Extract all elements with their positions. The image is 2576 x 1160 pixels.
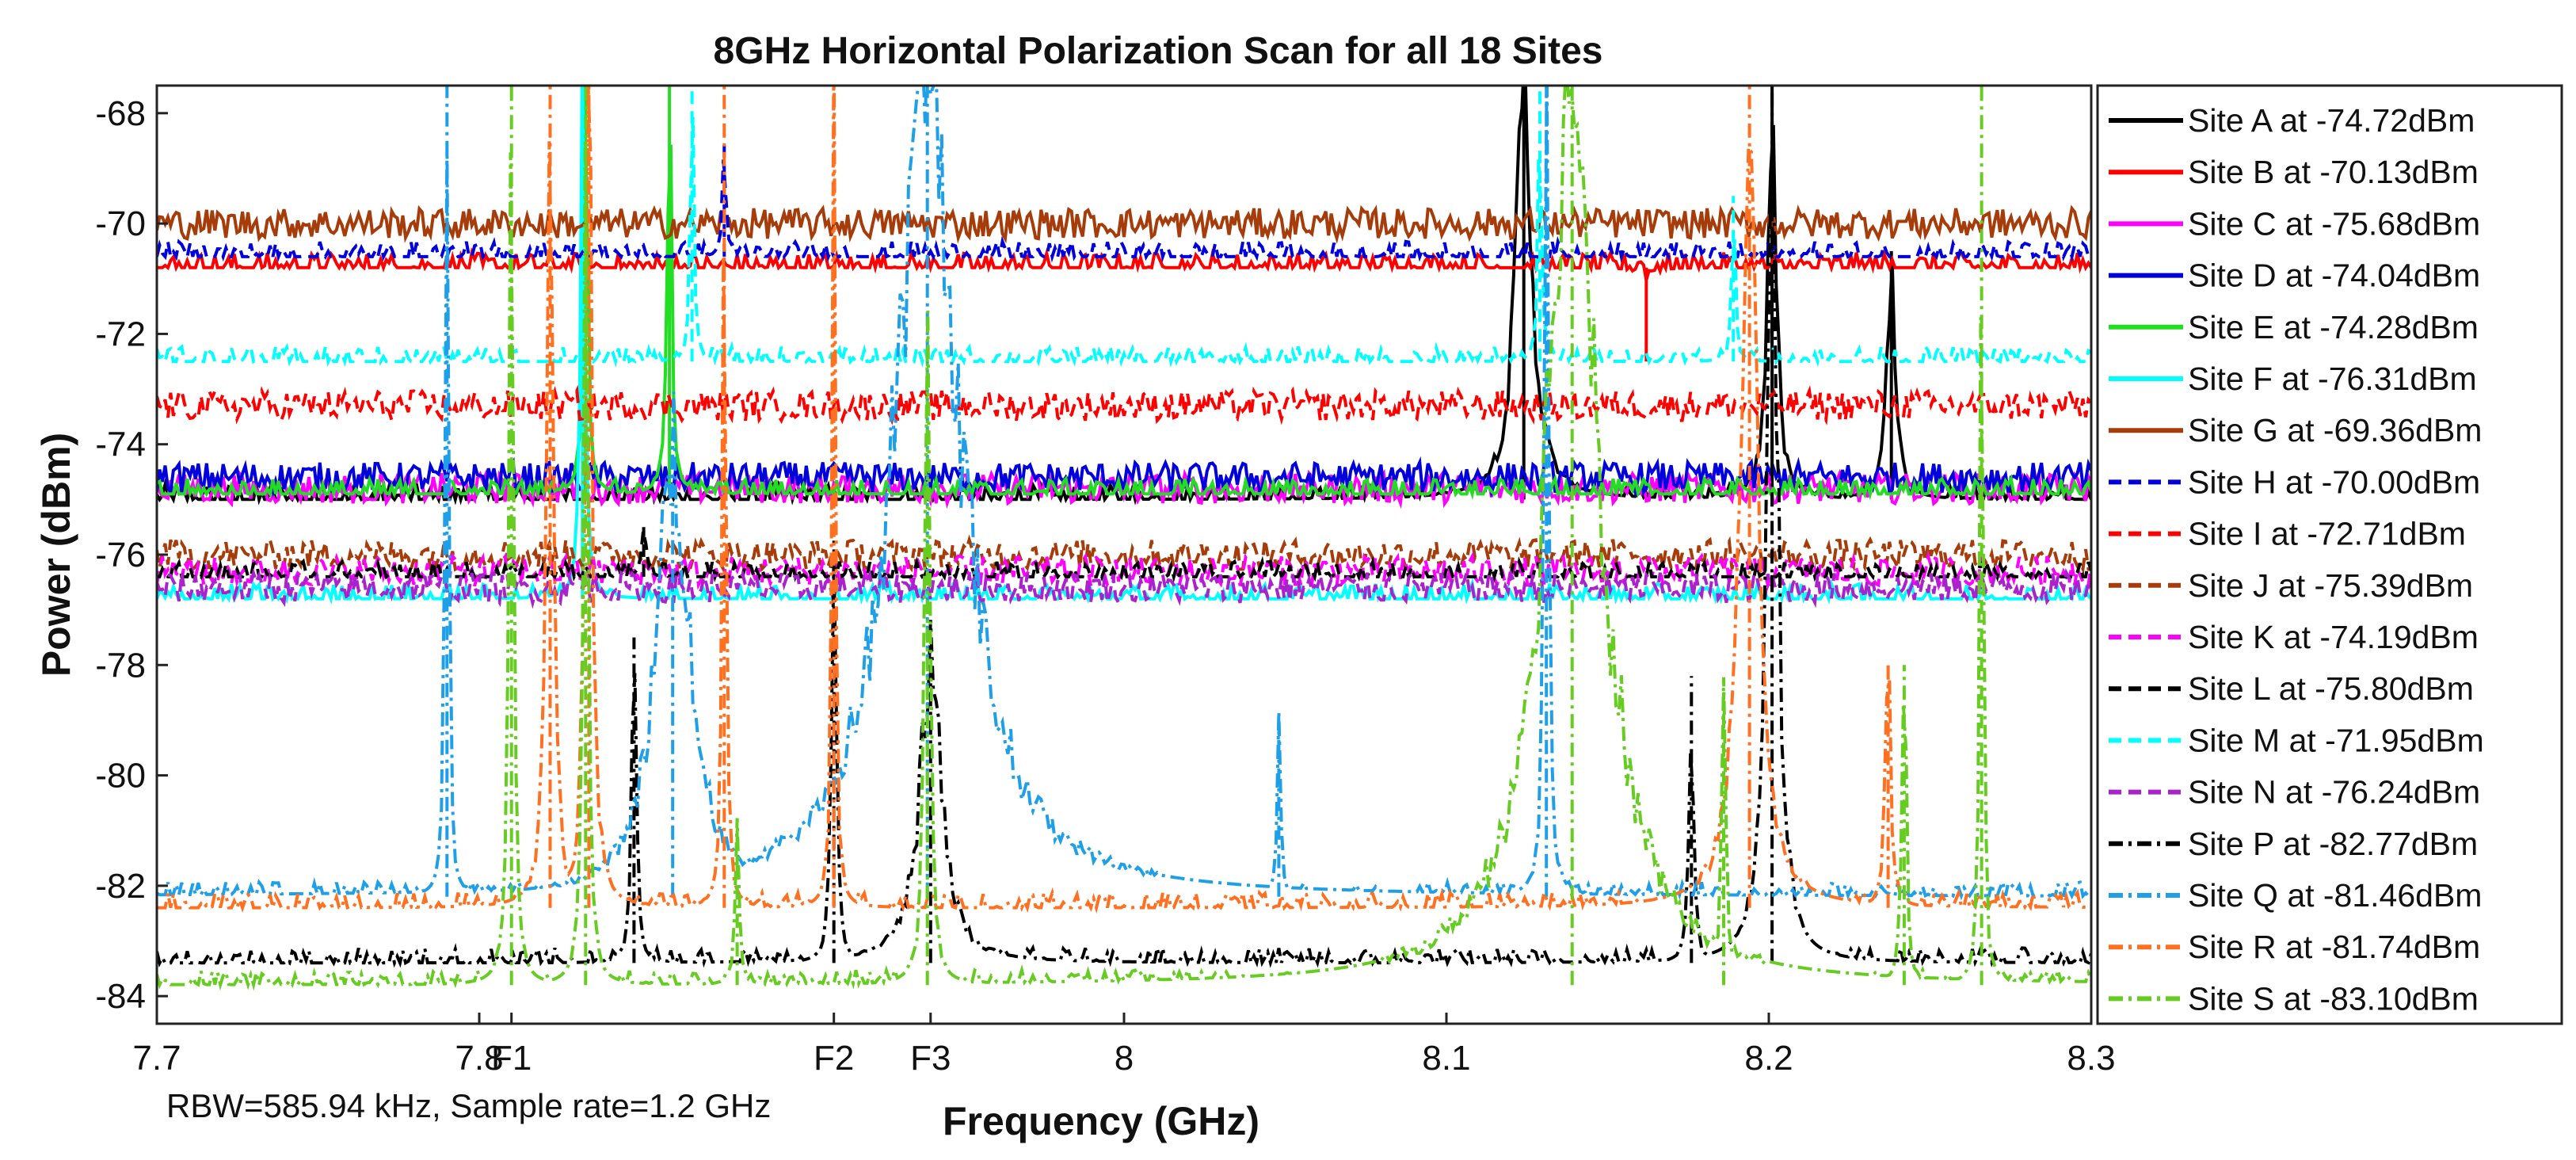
series-line-f bbox=[157, 86, 2091, 605]
legend-entry: Site K at -74.19dBm bbox=[2188, 619, 2479, 655]
y-tick-label: -72 bbox=[95, 315, 146, 353]
series-line-j bbox=[157, 534, 2091, 576]
y-tick-label: -78 bbox=[95, 646, 146, 685]
y-tick-label: -84 bbox=[95, 977, 146, 1016]
y-axis-label: Power (dBm) bbox=[34, 433, 78, 677]
legend-entry: Site Q at -81.46dBm bbox=[2188, 877, 2482, 914]
series-layer bbox=[157, 86, 2091, 991]
y-tick-label: -68 bbox=[95, 94, 146, 133]
legend-entry: Site N at -76.24dBm bbox=[2188, 774, 2480, 811]
legend-entry: Site D at -74.04dBm bbox=[2188, 258, 2480, 294]
legend-entry: Site R at -81.74dBm bbox=[2188, 929, 2480, 965]
series-line-n bbox=[157, 567, 2091, 609]
x-tick-label: F3 bbox=[910, 1039, 951, 1078]
chart-title: 8GHz Horizontal Polarization Scan for al… bbox=[714, 30, 1603, 72]
legend-entry: Site B at -70.13dBm bbox=[2188, 154, 2479, 190]
legend-entry: Site M at -71.95dBm bbox=[2188, 722, 2484, 758]
x-axis-ticks: 7.7 7.8F1 F2 F3 8 8.1 8.2 8.3 bbox=[132, 1013, 2116, 1078]
x-tick-label: 7.7 bbox=[132, 1039, 181, 1078]
legend-items: Site A at -74.72dBm Site B at -70.13dBm Si… bbox=[2109, 102, 2484, 1017]
y-tick-label: -74 bbox=[95, 425, 146, 464]
legend-entry: Site L at -75.80dBm bbox=[2188, 670, 2474, 707]
legend-entry: Site E at -74.28dBm bbox=[2188, 309, 2479, 345]
series-line-m bbox=[157, 86, 2091, 368]
series-line-s bbox=[157, 86, 2091, 991]
legend-entry: Site G at -69.36dBm bbox=[2188, 412, 2482, 448]
legend-entry: Site J at -75.39dBm bbox=[2188, 567, 2473, 604]
y-tick-label: -82 bbox=[95, 867, 146, 906]
legend-entry: Site C at -75.68dBm bbox=[2188, 205, 2480, 242]
legend: Site A at -74.72dBm Site B at -70.13dBm Si… bbox=[2096, 84, 2563, 1025]
legend-entry: Site A at -74.72dBm bbox=[2188, 102, 2475, 139]
legend-entry: Site P at -82.77dBm bbox=[2188, 826, 2478, 862]
x-tick-label: 8.3 bbox=[2067, 1039, 2115, 1078]
series-line-i bbox=[157, 384, 2091, 427]
x-tick-label: 7.8 bbox=[455, 1039, 503, 1078]
legend-entry: Site F at -76.31dBm bbox=[2188, 361, 2477, 397]
rbw-annotation: RBW=585.94 kHz, Sample rate=1.2 GHz bbox=[166, 1087, 771, 1124]
y-tick-label: -80 bbox=[95, 757, 146, 796]
x-tick-label: 8.1 bbox=[1422, 1039, 1470, 1078]
x-axis-label: Frequency (GHz) bbox=[943, 1099, 1259, 1143]
plot-area-group bbox=[157, 86, 2091, 991]
y-tick-label: -76 bbox=[95, 536, 146, 574]
x-tick-label: 8.2 bbox=[1744, 1039, 1793, 1078]
legend-entry: Site I at -72.71dBm bbox=[2188, 516, 2466, 552]
legend-entry: Site S at -83.10dBm bbox=[2188, 980, 2479, 1017]
y-tick-label: -70 bbox=[95, 204, 146, 243]
legend-box bbox=[2096, 84, 2563, 1025]
series-line-k bbox=[157, 550, 2091, 593]
y-axis-ticks: -68 -70 -72 -74 -76 -78 -80 -82 -84 bbox=[95, 94, 168, 1016]
x-tick-label: 8 bbox=[1115, 1039, 1134, 1078]
x-tick-label: F1 bbox=[491, 1039, 532, 1078]
series-line-b bbox=[157, 246, 2091, 362]
legend-entry: Site H at -70.00dBm bbox=[2188, 464, 2480, 500]
series-line-q bbox=[157, 86, 2091, 901]
x-tick-label: F2 bbox=[814, 1039, 854, 1078]
